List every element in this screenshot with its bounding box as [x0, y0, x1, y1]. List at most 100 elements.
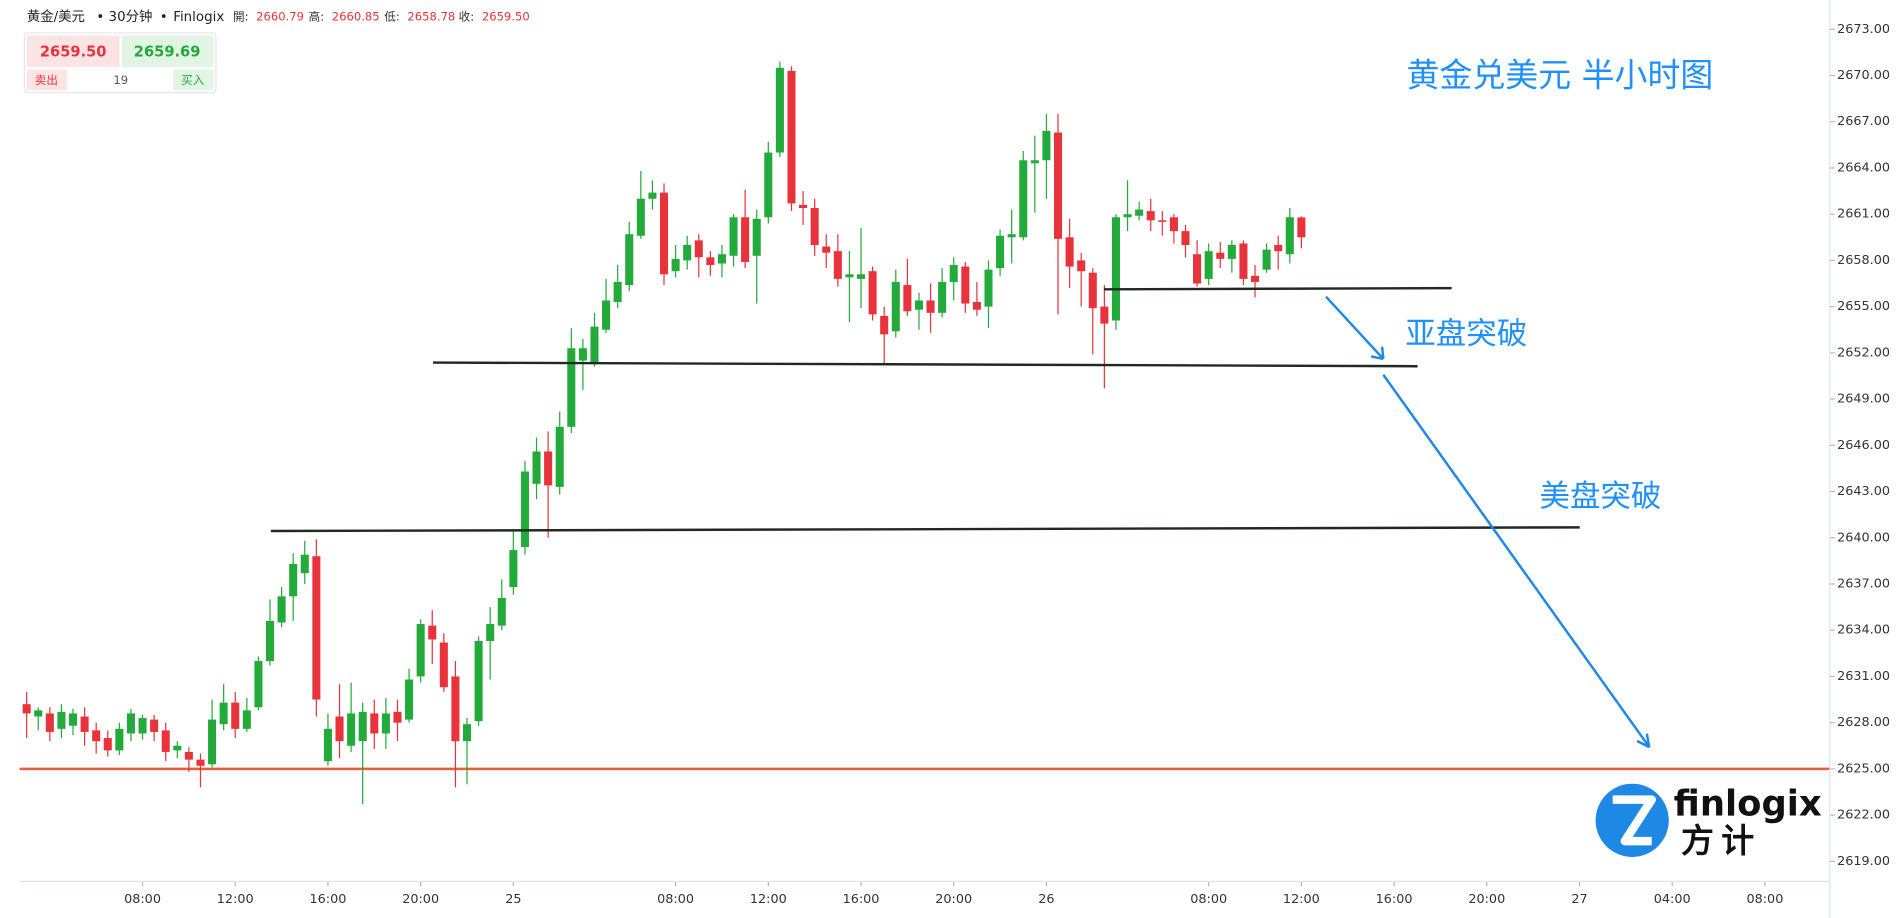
candle-body — [1181, 231, 1190, 245]
drawings — [270, 286, 1580, 533]
candle-body — [1100, 306, 1109, 324]
candle-body — [856, 274, 866, 279]
candle-body — [462, 724, 472, 742]
candle-body — [451, 676, 460, 742]
arrow — [1382, 374, 1651, 749]
support-line — [270, 526, 1580, 533]
x-tick-label: 20:00 — [1468, 892, 1505, 907]
candle-body — [555, 426, 564, 487]
candle-body — [845, 274, 854, 278]
candle-body — [416, 624, 425, 677]
candle-body — [219, 702, 228, 725]
y-tick-label: 2619.00 — [1837, 854, 1890, 869]
candle-body — [1088, 272, 1097, 309]
candle-body — [1123, 214, 1132, 218]
sell-price[interactable]: 2659.50 — [40, 43, 107, 60]
y-tick-label: 2640.00 — [1837, 530, 1890, 545]
y-tick-label: 2625.00 — [1837, 761, 1890, 776]
candle-body — [613, 281, 622, 303]
x-tick-label: 12:00 — [217, 892, 254, 907]
candle-body — [184, 751, 193, 760]
logo-text: finlogix — [1674, 784, 1822, 825]
candle-body — [300, 554, 309, 574]
candle-body — [428, 625, 437, 640]
y-tick-label: 2670.00 — [1837, 68, 1890, 83]
y-tick-label: 2673.00 — [1837, 22, 1890, 37]
ohlc-value: 2659.50 — [482, 10, 530, 24]
candle-body — [787, 70, 796, 204]
candle-body — [578, 348, 587, 361]
candle-body — [590, 326, 599, 363]
x-tick-label: 26 — [1038, 892, 1054, 907]
buy-price[interactable]: 2659.69 — [134, 43, 201, 60]
sell-label[interactable]: 卖出 — [35, 73, 58, 87]
candle-body — [914, 300, 923, 310]
quote-box: 2659.50 2659.69 卖出 19 买入 — [23, 32, 217, 94]
candle-body — [103, 738, 112, 751]
candle-body — [92, 730, 101, 742]
candle-body — [1053, 132, 1063, 239]
candle-body — [880, 315, 889, 335]
spread: 19 — [113, 73, 128, 87]
logo-text-cn: 方计 — [1681, 821, 1762, 860]
candle-body — [509, 550, 518, 588]
y-tick-label: 2655.00 — [1837, 299, 1890, 314]
y-tick-label: 2628.00 — [1837, 715, 1890, 730]
candle-body — [1007, 234, 1016, 238]
candle-body — [1204, 251, 1213, 279]
sell-cell[interactable] — [26, 35, 120, 68]
candle-body — [312, 556, 321, 700]
y-tick-label: 2649.00 — [1837, 392, 1890, 407]
candle-body — [648, 192, 657, 199]
logo-mark — [1595, 783, 1669, 857]
logo-glyph — [1612, 795, 1656, 846]
candle-body — [34, 710, 43, 717]
candle-body — [80, 716, 89, 732]
x-tick-label: 08:00 — [1746, 892, 1783, 907]
candle-body — [381, 713, 390, 734]
sell-tag[interactable] — [26, 69, 68, 91]
y-tick-label: 2667.00 — [1837, 114, 1890, 129]
candle-body — [138, 718, 147, 734]
candle-body — [242, 710, 251, 729]
symbol: 黄金/美元 — [27, 9, 85, 25]
annotation: 美盘突破 — [1539, 480, 1661, 515]
buy-tag[interactable] — [173, 69, 214, 91]
buy-label[interactable]: 买入 — [181, 73, 205, 87]
plot-area: 2619.00 2622.00 2625.00 2628.00 2631.00 2634.… — [19, 22, 1890, 907]
interval: 30分钟 — [109, 8, 153, 25]
x-tick-label: 27 — [1571, 892, 1587, 907]
candle-body — [1146, 211, 1155, 221]
ohlc-label: 低: — [384, 10, 399, 24]
candle-body — [150, 719, 159, 732]
candle-body — [1042, 130, 1051, 161]
candle-body — [1262, 249, 1271, 270]
ohlc-label: 開: — [233, 10, 248, 24]
candle-body — [1019, 160, 1028, 238]
ohlc-value: 2658.78 — [407, 10, 455, 24]
candle-body — [775, 67, 784, 153]
candle-body — [393, 711, 402, 723]
candle-body — [926, 300, 935, 313]
candle-body — [22, 704, 31, 714]
candle-body — [891, 281, 900, 332]
buy-cell[interactable] — [121, 35, 214, 68]
y-tick-label: 2652.00 — [1837, 345, 1890, 360]
candle-body — [1135, 209, 1144, 216]
candle-body — [903, 285, 912, 312]
candle-body — [868, 271, 877, 315]
candle-body — [335, 716, 344, 742]
support-line — [1103, 286, 1452, 291]
candle-body — [1216, 252, 1225, 259]
y-tick-label: 2622.00 — [1837, 808, 1890, 823]
candle-body — [949, 265, 958, 282]
candle-body — [1193, 254, 1202, 284]
x-tick-label: 20:00 — [935, 892, 972, 907]
candle-body — [497, 597, 506, 626]
annotation: 亚盘突破 — [1405, 317, 1527, 352]
x-tick-label: 16:00 — [843, 892, 880, 907]
candle-body — [1274, 244, 1283, 252]
candle-body — [1297, 217, 1306, 238]
